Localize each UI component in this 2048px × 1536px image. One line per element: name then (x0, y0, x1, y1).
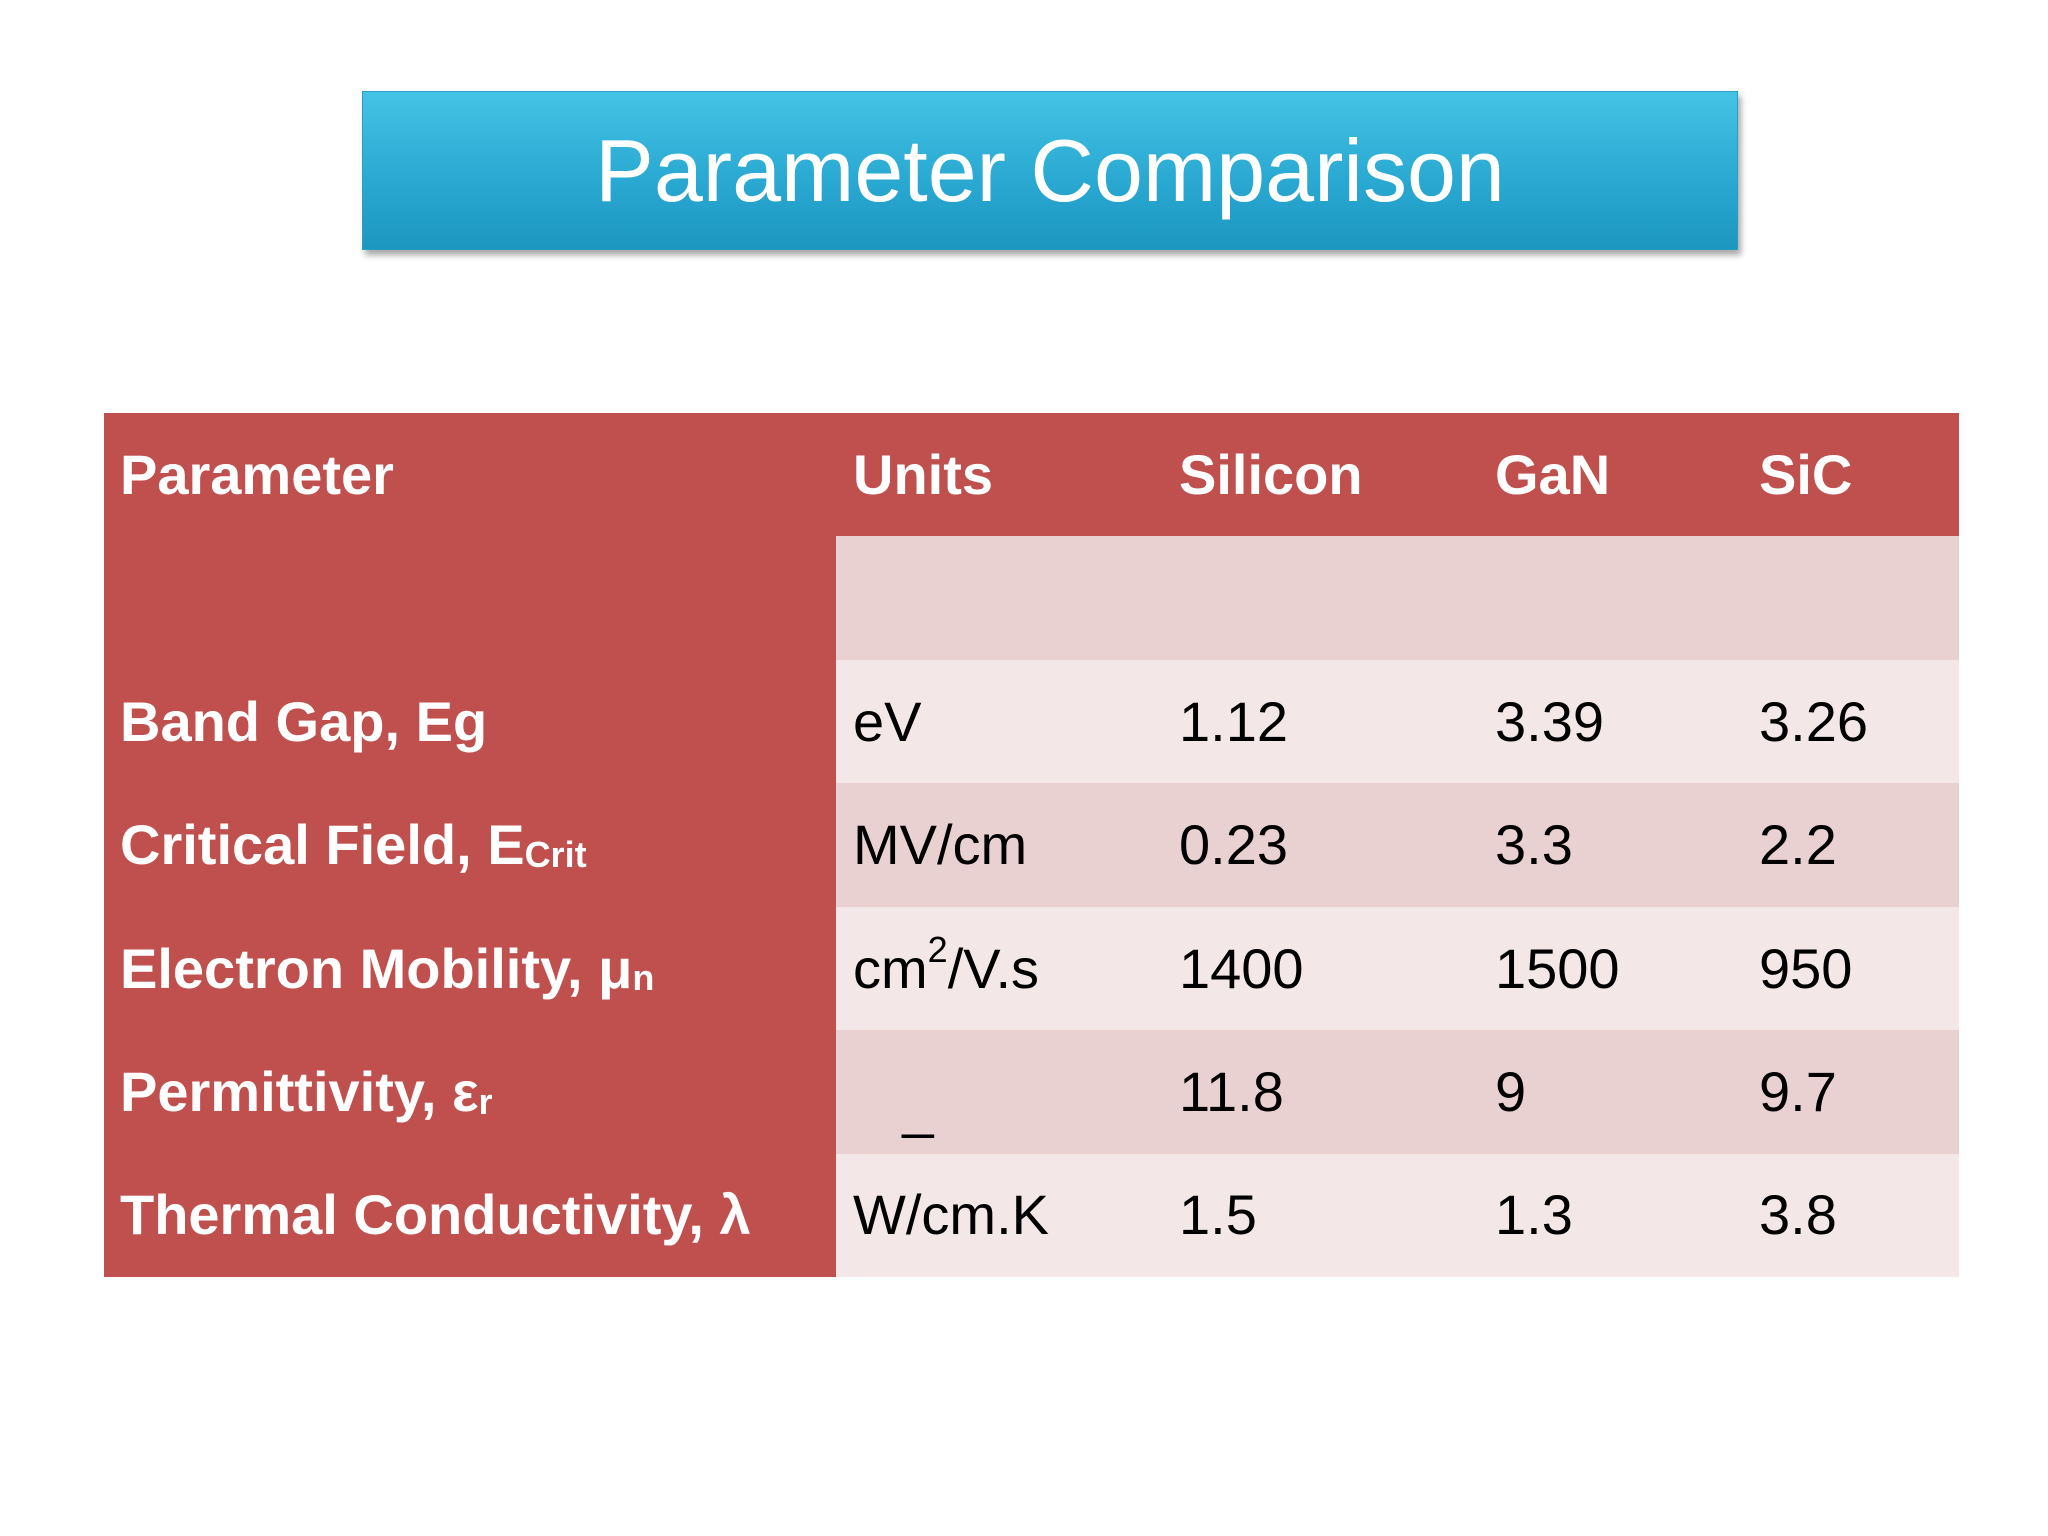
parameter-column-bg (104, 413, 836, 1277)
blank-row-bg (836, 536, 1959, 660)
unit: MV/cm (853, 783, 1027, 906)
cell-value: 950 (1759, 936, 1853, 1000)
cell-value: 2.2 (1759, 813, 1837, 877)
column-header: GaN (1495, 443, 1611, 506)
text: cm (853, 936, 928, 1000)
unit: eV (853, 660, 922, 783)
unit: _ (853, 1030, 983, 1140)
cell-value: 3.3 (1495, 813, 1573, 877)
cell-value: 1400 (1179, 936, 1304, 1000)
column-header: SiC (1759, 443, 1853, 506)
text: _ (902, 1076, 934, 1139)
subscript: r (478, 1080, 493, 1122)
text: eV (853, 689, 922, 753)
superscript: 2 (927, 929, 948, 971)
text: /V.s (947, 936, 1040, 1000)
cell-value: 3.8 (1759, 1183, 1837, 1247)
column-header: Units (853, 443, 993, 506)
cell-value: 1.5 (1179, 1183, 1257, 1247)
text: MV/cm (853, 813, 1028, 877)
text: Permittivity, ε (120, 1060, 479, 1123)
title-banner: Parameter Comparison (362, 91, 1738, 250)
text: Critical Field, E (120, 813, 525, 877)
unit: W/cm.K (853, 1153, 1049, 1276)
row-bg (836, 1030, 1959, 1154)
text: Band Gap, Eg (120, 689, 488, 753)
parameter-name: Band Gap, Eg (120, 660, 487, 783)
subscript: n (632, 957, 655, 999)
title: Parameter Comparison (595, 120, 1505, 220)
text: Thermal Conductivity, λ (120, 1183, 751, 1247)
cell-value: 11.8 (1179, 1060, 1284, 1123)
row-bg (836, 660, 1959, 784)
column-header: Silicon (1179, 443, 1363, 506)
cell-value: 9 (1495, 1060, 1527, 1123)
cell-value: 1.12 (1179, 689, 1288, 753)
row-bg (836, 1154, 1959, 1277)
cell-value: 3.39 (1495, 689, 1604, 753)
column-header: Parameter (120, 443, 394, 506)
parameter-name: Thermal Conductivity, λ (120, 1153, 751, 1276)
text: Electron Mobility, μ (120, 936, 633, 1000)
parameter-name: Critical Field, E Crit (120, 783, 587, 906)
cell-value: 3.26 (1759, 689, 1868, 753)
cell-value: 1.3 (1495, 1183, 1573, 1247)
text: W/cm.K (853, 1183, 1049, 1247)
row-bg (836, 907, 1959, 1031)
row-bg (836, 783, 1959, 907)
unit: cm 2/V.s (853, 907, 1039, 1030)
cell-value: 1500 (1495, 936, 1620, 1000)
cell-value: 0.23 (1179, 813, 1288, 877)
cell-value: 9.7 (1759, 1060, 1837, 1123)
subscript: Crit (524, 833, 587, 875)
